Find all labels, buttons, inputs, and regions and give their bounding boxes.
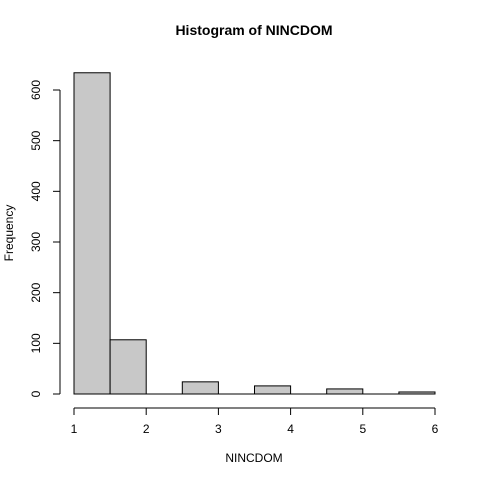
y-axis-label: Frequency (2, 205, 16, 262)
y-tick-label: 500 (29, 130, 43, 150)
bars-group (73, 72, 436, 395)
chart-title: Histogram of NINCDOM (175, 22, 332, 38)
histogram-bar (254, 385, 292, 395)
y-axis: 0 100 200 300 400 500 600 (29, 80, 61, 397)
histogram-bar (398, 391, 436, 395)
y-tick-label: 400 (29, 181, 43, 201)
x-tick-label: 2 (143, 422, 150, 436)
y-tick-label: 200 (29, 282, 43, 302)
x-tick-label: 6 (432, 422, 439, 436)
x-tick-label: 4 (287, 422, 294, 436)
y-tick-label: 0 (29, 390, 43, 397)
y-tick-label: 300 (29, 232, 43, 252)
histogram-bar (73, 72, 111, 395)
x-axis: 1 2 3 4 5 6 (71, 407, 439, 436)
x-axis-label: NINCDOM (225, 451, 282, 465)
histogram-bar (109, 339, 147, 395)
histogram-bar (326, 388, 364, 395)
y-tick-label: 600 (29, 80, 43, 100)
y-tick-label: 100 (29, 333, 43, 353)
x-tick-label: 1 (71, 422, 78, 436)
x-tick-label: 3 (215, 422, 222, 436)
x-tick-label: 5 (359, 422, 366, 436)
histogram-bar (181, 381, 219, 395)
